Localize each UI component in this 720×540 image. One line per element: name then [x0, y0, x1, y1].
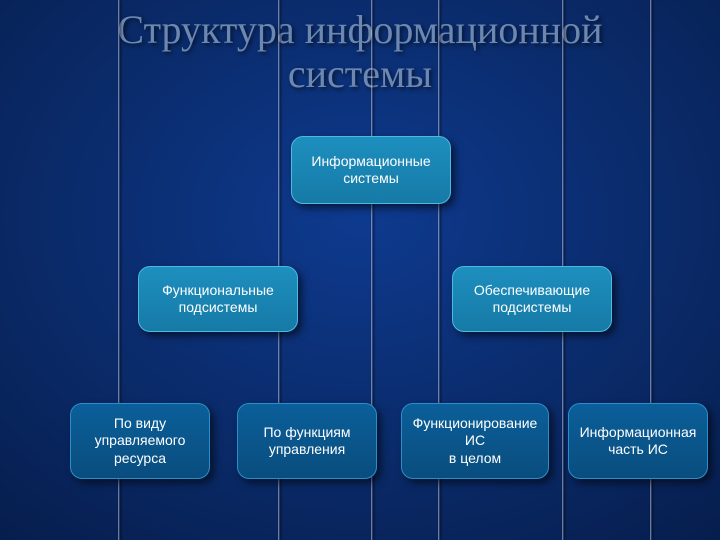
- stage: Структура информационной системы Информа…: [0, 0, 720, 540]
- node-leaf-functions: По функциям управления: [237, 403, 377, 479]
- title-line-1: Структура информационной: [0, 6, 720, 53]
- node-leaf-resource: По виду управляемого ресурса: [70, 403, 210, 479]
- title-line-2: системы: [0, 50, 720, 97]
- node-func-subsystems: Функциональные подсистемы: [138, 266, 298, 332]
- node-supp-subsystems: Обеспечивающие подсистемы: [452, 266, 612, 332]
- node-leaf-is-whole: Функционирование ИС в целом: [401, 403, 549, 479]
- node-leaf-info-part: Информационная часть ИС: [568, 403, 708, 479]
- node-root: Информационные системы: [291, 136, 451, 204]
